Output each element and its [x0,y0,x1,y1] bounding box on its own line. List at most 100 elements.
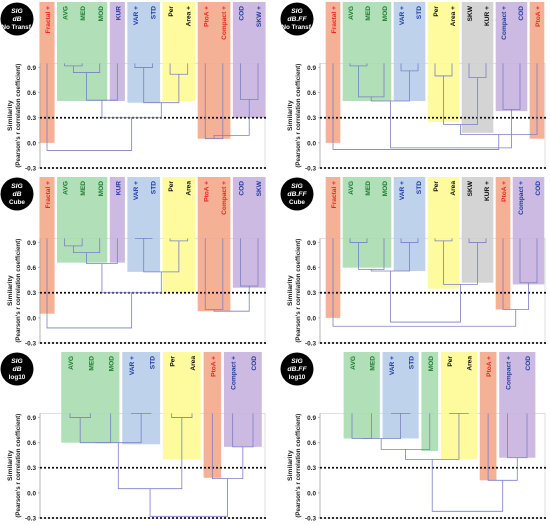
dendrogram-link [443,240,478,285]
y-axis-subtitle: (Pearson's r correlation coefficient) [15,414,22,518]
y-tick-label: -0.3 [25,515,36,522]
leaf-label: VAR + [133,6,140,25]
leaf-label: SKW [467,5,474,21]
leaf-label: STD [408,356,415,369]
y-tick-label: 0.0 [27,490,36,497]
leaf-label: STD [151,181,158,194]
leaf-label: Per [447,356,454,367]
leaf-label: Area + [186,6,193,26]
y-tick-label: 0.9 [27,415,36,422]
y-axis-subtitle: (Pearson's r correlation coefficient) [295,239,302,343]
dendrogram-link [240,238,259,287]
dendrogram-link [213,286,250,312]
y-tick-label: 0.3 [27,465,36,472]
y-tick-label: 0.9 [27,240,36,247]
cluster-band-5 [162,177,196,293]
leaf-label: PtoA + [486,356,493,377]
leaf-label: PtoA + [210,356,217,377]
leaf-label: Compact + [231,356,238,390]
dendrogram-link [211,413,244,480]
leaf-label: KUR + [484,6,491,26]
badge [280,177,314,211]
cluster-band-5 [223,352,262,447]
dendrogram-link [149,478,228,517]
dendrogram-link [95,413,142,444]
leaf-label: Fractal + [45,6,52,33]
y-tick-label: -0.3 [305,515,316,522]
badge [280,2,314,36]
badge [0,352,34,386]
leaf-label: PtoA + [501,181,508,202]
leaf-label: MED [88,356,95,371]
cluster-band-2 [342,177,392,268]
leaf-label: Area [186,181,193,196]
y-axis-title: Similarity [7,450,14,481]
y-tick-label: 0.0 [307,140,316,147]
leaf-label: STD [149,356,156,369]
dendrogram-link [487,413,518,481]
leaf-label: Compact + [506,356,513,390]
dendrogram-link [507,413,528,459]
leaf-label: COD [238,6,245,21]
leaf-label: SKW + [256,6,263,27]
badge-line-2: dB [12,16,21,23]
badge [0,177,34,211]
badge-line-2: dB.FF [287,191,307,198]
leaf-label: COD [525,356,532,371]
leaf-label: AVG [63,6,70,20]
badge-line-2: dB.FF [287,16,307,23]
dendrogram-panel-5: AVG MED MOD VAR + STD Per Area PtoA + Compact + C… [0,352,268,522]
dendrogram-link [213,99,250,139]
cluster-band-3 [109,177,125,263]
leaf-label: MED [80,6,87,21]
leaf-label: Fractal + [45,181,52,208]
y-tick-label: 0.0 [307,490,316,497]
dendrogram-link [405,413,460,460]
badge-line-1: SIG [291,358,303,365]
y-axis-subtitle: (Pearson's r correlation coefficient) [295,414,302,518]
dendrogram-panel-2: Fractal + AVG MED MOD VAR + STD Per Area + SKW KU… [280,2,548,172]
leaf-label: Area + [450,6,457,26]
badge-line-1: SIG [291,8,303,15]
leaf-label: COD [251,356,258,371]
y-tick-label: 0.6 [27,90,36,97]
leaf-label: Compact + [518,181,525,215]
cluster-band-7 [512,177,545,285]
y-tick-label: 0.0 [27,315,36,322]
dendrogram-link [389,271,461,323]
y-tick-label: 0.3 [307,465,316,472]
dendrogram-link [169,238,189,242]
y-axis-title: Similarity [287,100,294,131]
leaf-label: Fractal + [331,181,338,208]
dendrogram-panel-1: Fractal + AVG MED MOD KUR VAR + STD Per Area + Pt… [0,2,268,172]
y-tick-label: -0.3 [305,165,316,172]
leaf-label: Area [450,181,457,196]
leaf-label: Area [467,356,474,371]
cluster-band-6 [197,2,231,139]
badge-line-2: dB.FF [287,366,307,373]
y-tick-label: 0.6 [307,265,316,272]
y-axis-title: Similarity [7,275,14,306]
dendrogram-link [431,459,504,512]
leaf-label: MED [365,181,372,196]
leaf-label: SKW [256,180,263,196]
leaf-label: AVG [348,181,355,195]
cluster-band-6 [499,352,536,458]
y-tick-label: 0.6 [307,90,316,97]
leaf-label: Compact + [221,6,228,40]
leaf-label: PtoA + [203,6,210,27]
badge-line-1: SIG [11,8,23,15]
dendrogram-link [332,238,517,327]
cluster-band-2 [342,2,392,102]
dendrogram-link [143,67,180,104]
leaf-label: Area [190,356,197,371]
dendrogram-link [86,238,118,264]
dendrogram-link [46,63,133,151]
y-tick-label: 0.3 [27,290,36,297]
badge [280,352,314,386]
badge-line-3: log10 [289,374,306,381]
leaf-label: VAR + [129,356,136,375]
y-tick-label: -0.3 [305,340,316,347]
y-axis-title: Similarity [287,275,294,306]
leaf-label: VAR + [133,181,140,200]
